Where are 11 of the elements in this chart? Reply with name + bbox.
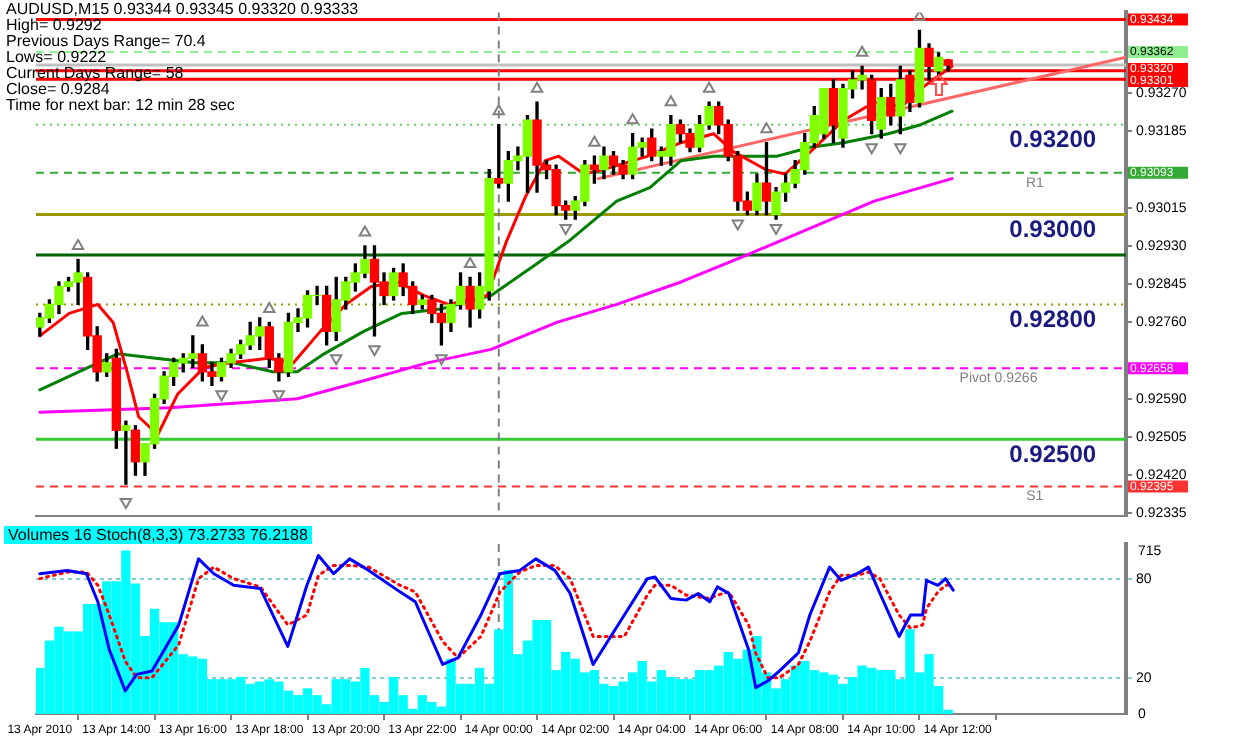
annotation: Time for next bar: 12 min 28 sec: [6, 96, 235, 114]
annotation: 0.93200: [1009, 125, 1097, 154]
chart-title: AUDUSD,M15 0.93344 0.93345 0.93320 0.93333: [6, 0, 359, 18]
annotation: 0.92500: [1009, 439, 1097, 468]
annotation: High= 0.9292: [6, 16, 102, 34]
annotation: 0.93000: [1009, 215, 1097, 244]
annotation: 0.92800: [1009, 305, 1097, 334]
annotation: Lows= 0.9222: [6, 48, 107, 66]
annotation: Previous Days Range= 70.4: [6, 32, 206, 50]
annotation: Close= 0.9284: [6, 80, 110, 98]
chart-title: Volumes 16 Stoch(8,3,3) 73.2733 76.2188: [4, 526, 312, 544]
